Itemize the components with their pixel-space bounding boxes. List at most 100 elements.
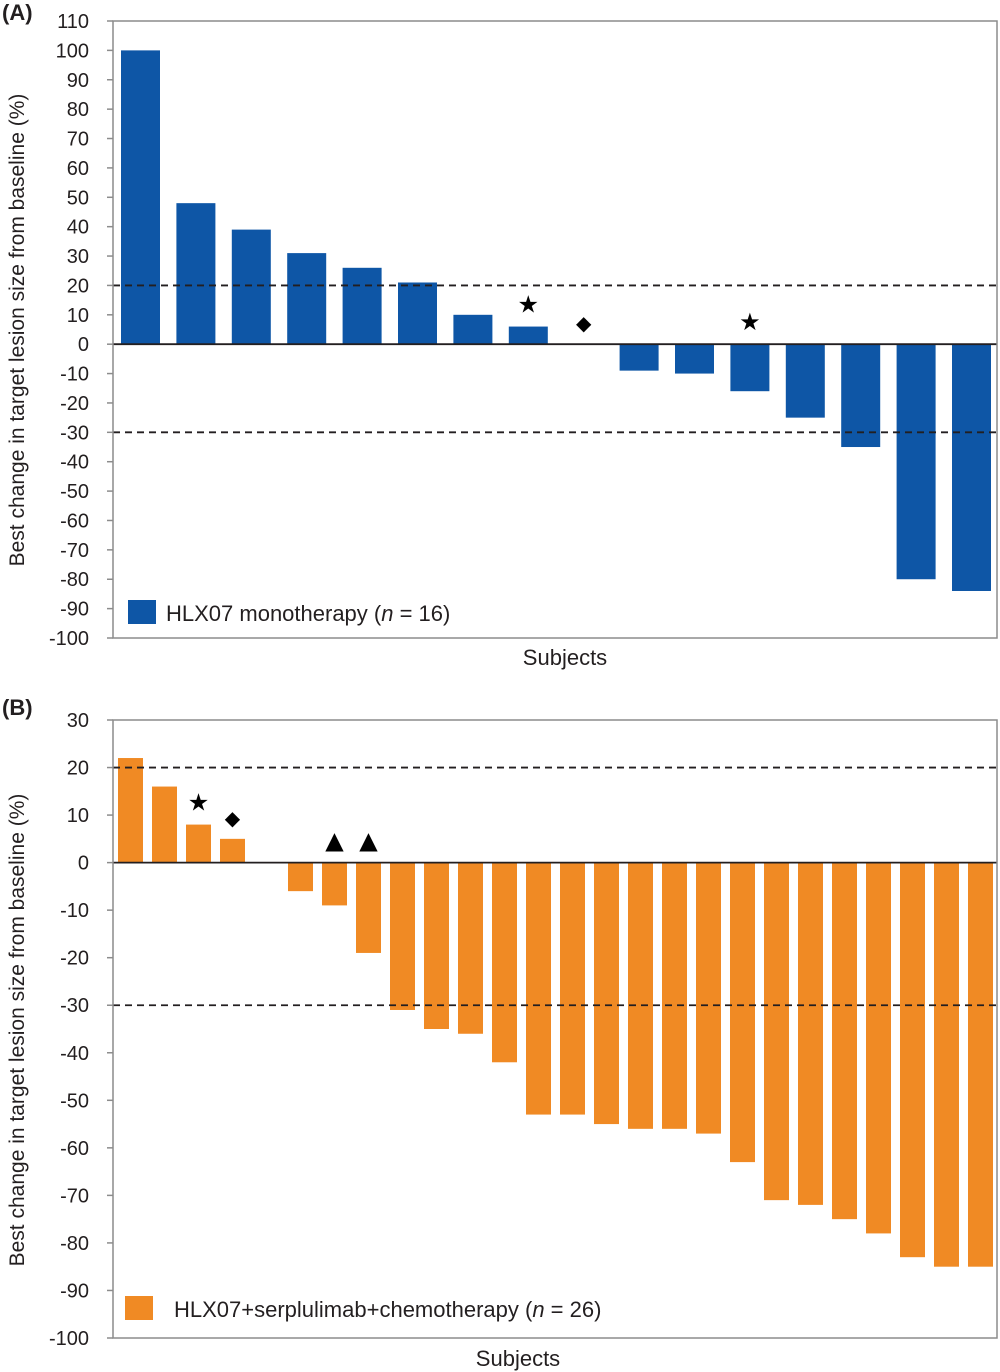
panel-b-y-tick-label: -10: [60, 900, 89, 922]
panel-b-legend-n: n: [532, 1297, 544, 1322]
panel-a-bar: [508, 326, 548, 345]
panel-b-bar: [866, 862, 891, 1234]
panel-b-y-tick-label: -90: [60, 1280, 89, 1302]
panel-a-marker: ◆: [576, 311, 592, 335]
panel-b-y-tick-label: -30: [60, 995, 89, 1017]
panel-a-y-tick-label: 40: [67, 217, 89, 239]
panel-a-y-tick-label: 0: [78, 334, 89, 356]
panel-a-legend-suffix: = 16): [393, 601, 450, 626]
panel-b-label: (B): [2, 695, 33, 720]
panel-b-bar: [594, 862, 619, 1125]
panel-b-bar: [968, 862, 993, 1267]
panel-b-bar: [764, 862, 789, 1201]
panel-a-bar: [675, 344, 714, 374]
panel-a-bar: [785, 344, 825, 418]
panel-b-y-tick-label: -20: [60, 948, 89, 970]
panel-b-bar: [288, 862, 313, 892]
panel-a-y-tick-label: -60: [60, 510, 89, 532]
panel-b-bar: [900, 862, 925, 1258]
panel-b-bar: [390, 862, 415, 1010]
panel-a-bar: [231, 229, 271, 345]
panel-b-y-tick-label: -80: [60, 1233, 89, 1255]
panel-a-marker: ★: [518, 291, 540, 319]
panel-b-bar: [458, 862, 483, 1034]
panel-a-bar: [287, 253, 327, 345]
panel-b-bar: [560, 862, 585, 1115]
panel-a-legend: HLX07 monotherapy (n = 16): [128, 600, 450, 626]
panel-b-bar: [662, 862, 687, 1129]
panel-b-bar: [424, 862, 449, 1029]
panel-b-bar: [186, 824, 211, 863]
panel-a-y-tick-label: 100: [56, 40, 89, 62]
panel-b-bar: [118, 758, 143, 863]
panel-a-y-tick-label: 80: [67, 99, 89, 121]
panel-b-y-tick-label: -70: [60, 1185, 89, 1207]
panel-b-legend: HLX07+serplulimab+chemotherapy (n = 26): [125, 1296, 601, 1322]
panel-b-y-tick-label: 30: [67, 710, 89, 732]
panel-b-bar: [832, 862, 857, 1220]
panel-a-bar: [176, 203, 216, 345]
panel-a-y-tick-label: 110: [57, 11, 89, 33]
panel-b-marker: ▲: [359, 827, 378, 855]
panel-b-legend-swatch: [125, 1296, 153, 1320]
panel-b-bar: [356, 862, 381, 953]
panel-b-y-tick-label: 10: [67, 805, 89, 827]
panel-a-legend-text: HLX07 monotherapy (n = 16): [166, 601, 450, 626]
panel-b-bar: [526, 862, 551, 1115]
panel-a-y-tick-label: 70: [67, 129, 89, 151]
panel-a-bar: [398, 282, 437, 345]
panel-b-marker: ▲: [325, 827, 344, 855]
panel-b-legend-text: HLX07+serplulimab+chemotherapy (n = 26): [174, 1297, 601, 1322]
panel-b-bar: [492, 862, 517, 1063]
panel-b-bar: [322, 862, 347, 906]
panel-b-legend-suffix: = 26): [545, 1297, 602, 1322]
panel-a-label: (A): [2, 0, 33, 25]
panel-a-y-tick-label: 90: [67, 70, 89, 92]
panel-a-y-tick-label: 20: [67, 275, 89, 297]
panel-a-y-tick-label: 30: [67, 246, 89, 268]
panel-a-marker: ★: [739, 308, 761, 336]
panel-a-x-axis-label: Subjects: [523, 645, 607, 670]
panel-b: (B) Best change in target lesion size fr…: [2, 695, 998, 1371]
panel-a-bar: [896, 344, 936, 580]
panel-b-bar: [798, 862, 823, 1205]
panel-b-bar: [934, 862, 959, 1267]
panel-a-y-tick-label: -40: [60, 452, 89, 474]
panel-a-bar: [841, 344, 881, 448]
panel-b-y-tick-label: -40: [60, 1043, 89, 1065]
panel-b-bar: [730, 862, 755, 1163]
panel-a-bar: [619, 344, 659, 371]
panel-a-y-tick-label: -30: [60, 422, 89, 444]
panel-b-y-axis-label: Best change in target lesion size from b…: [6, 794, 29, 1267]
panel-b-y-tick-label: 20: [67, 758, 89, 780]
panel-a-y-tick-label: -20: [60, 393, 89, 415]
panel-a-legend-n: n: [381, 601, 393, 626]
panel-a-legend-prefix: HLX07 monotherapy (: [166, 601, 382, 626]
panel-a-plot-frame: [112, 20, 998, 639]
panel-a-y-tick-label: -100: [49, 628, 89, 650]
panel-b-bar: [696, 862, 721, 1134]
panel-a-y-tick-label: -90: [60, 599, 89, 621]
panel-a-bar: [952, 344, 991, 591]
panel-b-bar: [628, 862, 653, 1129]
panel-a: (A) Best change in target lesion size fr…: [2, 0, 998, 670]
panel-b-legend-prefix: HLX07+serplulimab+chemotherapy (: [174, 1297, 533, 1322]
panel-a-y-axis-label: Best change in target lesion size from b…: [6, 94, 29, 567]
panel-b-y-tick-label: -60: [60, 1138, 89, 1160]
panel-a-bar: [342, 267, 382, 345]
panel-a-y-tick-label: -80: [60, 569, 89, 591]
panel-a-y-tick-label: 10: [67, 305, 89, 327]
panel-a-y-tick-label: 50: [67, 187, 89, 209]
panel-a-bar: [730, 344, 770, 392]
panel-b-marker: ★: [188, 789, 210, 817]
panel-b-y-tick-label: -50: [60, 1090, 89, 1112]
panel-a-legend-swatch: [128, 600, 156, 624]
panel-a-y-tick-label: -10: [60, 364, 89, 386]
panel-a-y-tick-label: 60: [67, 158, 89, 180]
panel-a-bar: [453, 314, 493, 345]
panel-b-plot-frame: [112, 719, 998, 1339]
panel-b-bar: [152, 786, 177, 863]
panel-b-y-tick-label: -100: [49, 1328, 89, 1350]
panel-a-y-tick-label: -70: [60, 540, 89, 562]
